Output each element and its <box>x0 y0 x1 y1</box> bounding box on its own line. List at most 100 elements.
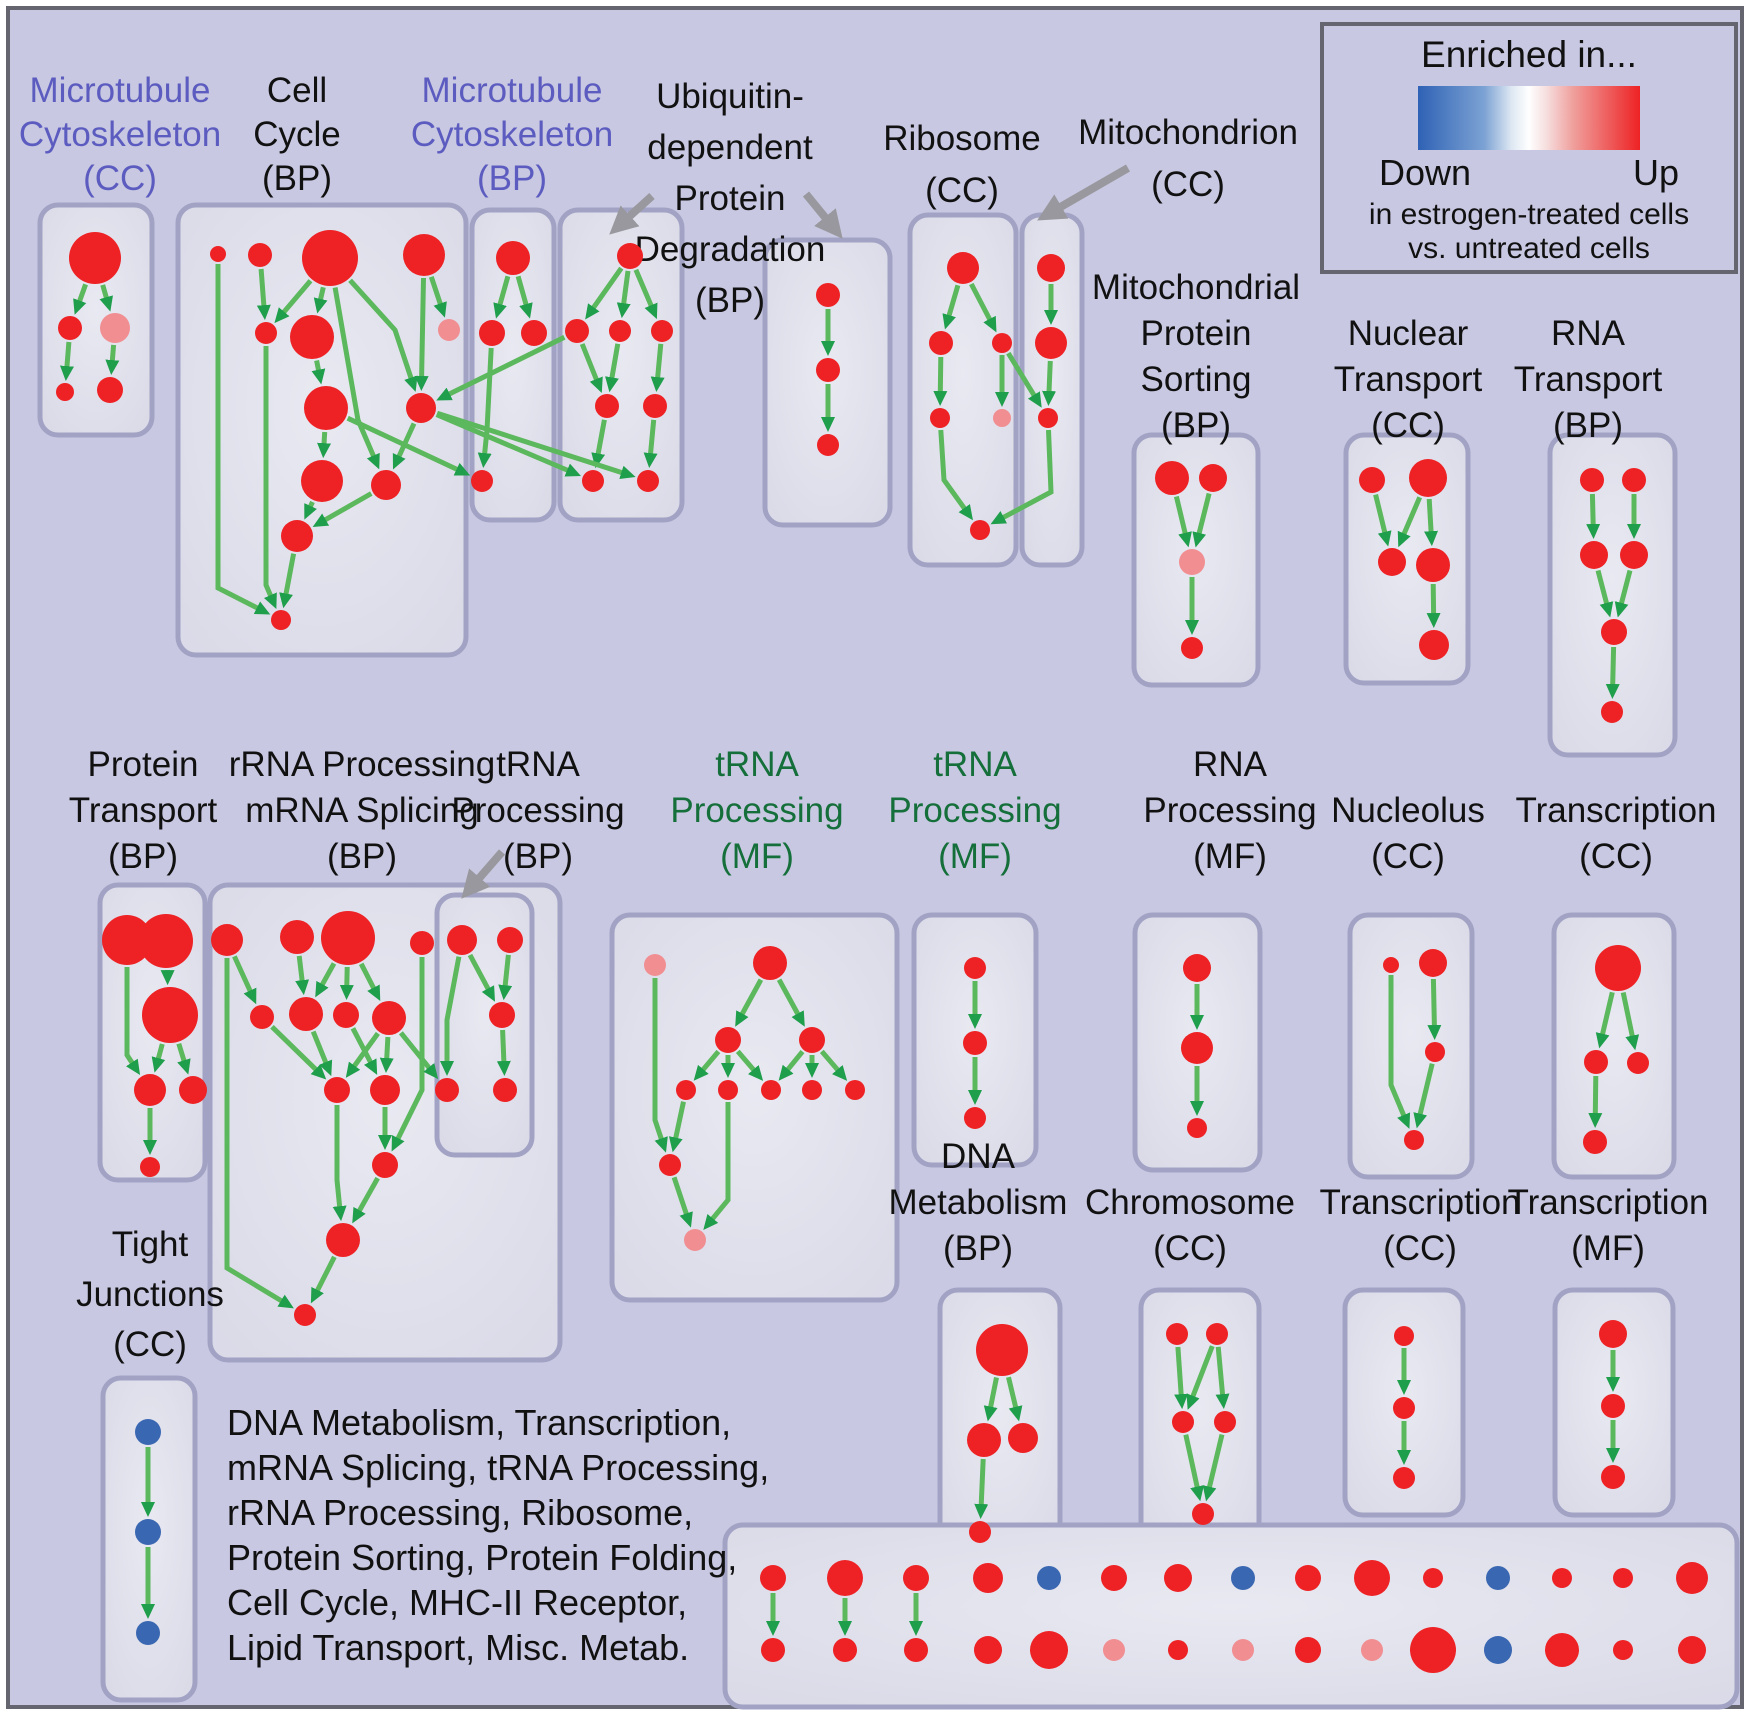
go-term-node[interactable] <box>1035 327 1067 359</box>
go-term-node[interactable] <box>302 230 358 286</box>
go-term-node[interactable] <box>903 1565 929 1591</box>
go-term-node[interactable] <box>1295 1637 1321 1663</box>
go-term-node[interactable] <box>435 1078 459 1102</box>
go-term-node[interactable] <box>1419 949 1447 977</box>
go-term-node[interactable] <box>301 460 343 502</box>
go-term-node[interactable] <box>479 320 505 346</box>
go-term-node[interactable] <box>58 316 82 340</box>
go-term-node[interactable] <box>799 1027 825 1053</box>
go-term-node[interactable] <box>816 358 840 382</box>
go-term-node[interactable] <box>1620 541 1648 569</box>
go-term-node[interactable] <box>845 1080 865 1100</box>
go-term-node[interactable] <box>964 1107 986 1129</box>
go-term-node[interactable] <box>1584 1050 1608 1074</box>
go-term-node[interactable] <box>97 377 123 403</box>
go-term-node[interactable] <box>609 320 631 342</box>
go-term-node[interactable] <box>1181 637 1203 659</box>
go-term-node[interactable] <box>715 1027 741 1053</box>
go-term-node[interactable] <box>333 1002 359 1028</box>
go-term-node[interactable] <box>1192 1503 1214 1525</box>
go-term-node[interactable] <box>324 1077 350 1103</box>
go-term-node[interactable] <box>1394 1326 1414 1346</box>
go-term-node[interactable] <box>1613 1568 1633 1588</box>
go-term-node[interactable] <box>1419 630 1449 660</box>
go-term-node[interactable] <box>1622 468 1646 492</box>
go-term-node[interactable] <box>930 408 950 428</box>
go-term-node[interactable] <box>1103 1639 1125 1661</box>
go-term-node[interactable] <box>963 1031 987 1055</box>
go-term-node[interactable] <box>565 319 589 343</box>
go-term-node[interactable] <box>1393 1397 1415 1419</box>
go-term-node[interactable] <box>1580 541 1608 569</box>
go-term-node[interactable] <box>970 520 990 540</box>
go-term-node[interactable] <box>139 914 193 968</box>
go-term-node[interactable] <box>1359 467 1385 493</box>
go-term-node[interactable] <box>1172 1411 1194 1433</box>
go-term-node[interactable] <box>326 1223 360 1257</box>
go-term-node[interactable] <box>1295 1565 1321 1591</box>
go-term-node[interactable] <box>974 1636 1002 1664</box>
go-term-node[interactable] <box>493 1078 517 1102</box>
go-term-node[interactable] <box>1354 1560 1390 1596</box>
go-term-node[interactable] <box>760 1565 786 1591</box>
go-term-node[interactable] <box>135 1519 161 1545</box>
go-term-node[interactable] <box>964 957 986 979</box>
go-term-node[interactable] <box>1601 1465 1625 1489</box>
go-term-node[interactable] <box>1595 945 1641 991</box>
go-term-node[interactable] <box>1423 1568 1443 1588</box>
go-term-node[interactable] <box>1393 1467 1415 1489</box>
go-term-node[interactable] <box>289 997 323 1031</box>
go-term-node[interactable] <box>1599 1320 1627 1348</box>
go-term-node[interactable] <box>676 1080 696 1100</box>
go-term-node[interactable] <box>447 925 477 955</box>
go-term-node[interactable] <box>1583 1130 1607 1154</box>
go-term-node[interactable] <box>321 911 375 965</box>
go-term-node[interactable] <box>833 1638 857 1662</box>
go-term-node[interactable] <box>1199 464 1227 492</box>
go-term-node[interactable] <box>1231 1566 1255 1590</box>
go-term-node[interactable] <box>1164 1564 1192 1592</box>
go-term-node[interactable] <box>753 946 787 980</box>
go-term-node[interactable] <box>973 1563 1003 1593</box>
go-term-node[interactable] <box>304 386 348 430</box>
go-term-node[interactable] <box>827 1560 863 1596</box>
go-term-node[interactable] <box>521 320 547 346</box>
go-term-node[interactable] <box>1378 548 1406 576</box>
go-term-node[interactable] <box>947 252 979 284</box>
go-term-node[interactable] <box>210 246 226 262</box>
go-term-node[interactable] <box>294 1304 316 1326</box>
go-term-node[interactable] <box>438 319 460 341</box>
go-term-node[interactable] <box>1580 468 1604 492</box>
go-term-node[interactable] <box>136 1621 160 1645</box>
go-term-node[interactable] <box>967 1423 1001 1457</box>
go-term-node[interactable] <box>1425 1042 1445 1062</box>
go-term-node[interactable] <box>211 924 243 956</box>
go-term-node[interactable] <box>817 434 839 456</box>
go-term-node[interactable] <box>1601 619 1627 645</box>
go-term-node[interactable] <box>761 1638 785 1662</box>
go-term-node[interactable] <box>250 1005 274 1029</box>
go-term-node[interactable] <box>582 470 604 492</box>
go-term-node[interactable] <box>1601 1394 1625 1418</box>
go-term-node[interactable] <box>1037 1566 1061 1590</box>
go-term-node[interactable] <box>993 409 1011 427</box>
go-term-node[interactable] <box>1416 548 1450 582</box>
go-term-node[interactable] <box>1404 1130 1424 1150</box>
go-term-node[interactable] <box>976 1324 1028 1376</box>
go-term-node[interactable] <box>100 313 130 343</box>
go-term-node[interactable] <box>403 234 445 276</box>
go-term-node[interactable] <box>1676 1562 1708 1594</box>
go-term-node[interactable] <box>179 1076 207 1104</box>
go-term-node[interactable] <box>371 470 401 500</box>
go-term-node[interactable] <box>1361 1639 1383 1661</box>
go-term-node[interactable] <box>271 610 291 630</box>
go-term-node[interactable] <box>1486 1566 1510 1590</box>
go-term-node[interactable] <box>248 243 272 267</box>
go-term-node[interactable] <box>281 520 313 552</box>
go-term-node[interactable] <box>761 1080 781 1100</box>
go-term-node[interactable] <box>1187 1118 1207 1138</box>
go-term-node[interactable] <box>1613 1640 1633 1660</box>
go-term-node[interactable] <box>410 931 434 955</box>
go-term-node[interactable] <box>595 394 619 418</box>
go-term-node[interactable] <box>471 470 493 492</box>
